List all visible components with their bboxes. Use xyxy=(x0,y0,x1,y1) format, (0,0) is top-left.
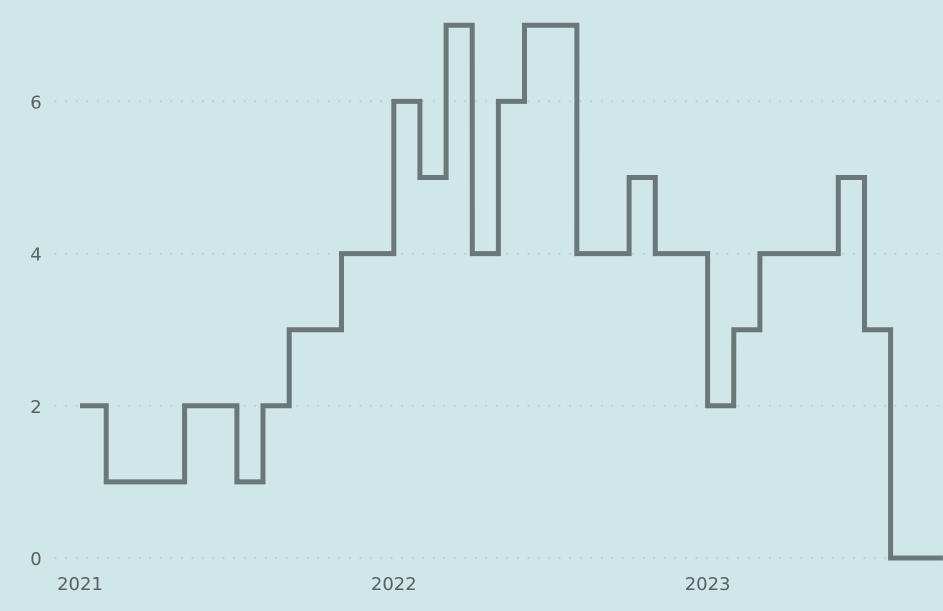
x-tick-label: 2022 xyxy=(371,574,417,595)
x-axis: 2021 2022 2023 xyxy=(57,574,730,595)
y-axis: 0 2 4 6 xyxy=(30,92,41,570)
series-line xyxy=(80,22,943,561)
x-tick-label: 2023 xyxy=(685,574,731,595)
y-tick-label: 4 xyxy=(30,245,41,266)
series-group xyxy=(80,22,943,561)
y-tick-label: 6 xyxy=(30,92,41,113)
x-tick-label: 2021 xyxy=(57,574,103,595)
y-tick-label: 0 xyxy=(30,549,41,570)
y-tick-label: 2 xyxy=(30,397,41,418)
